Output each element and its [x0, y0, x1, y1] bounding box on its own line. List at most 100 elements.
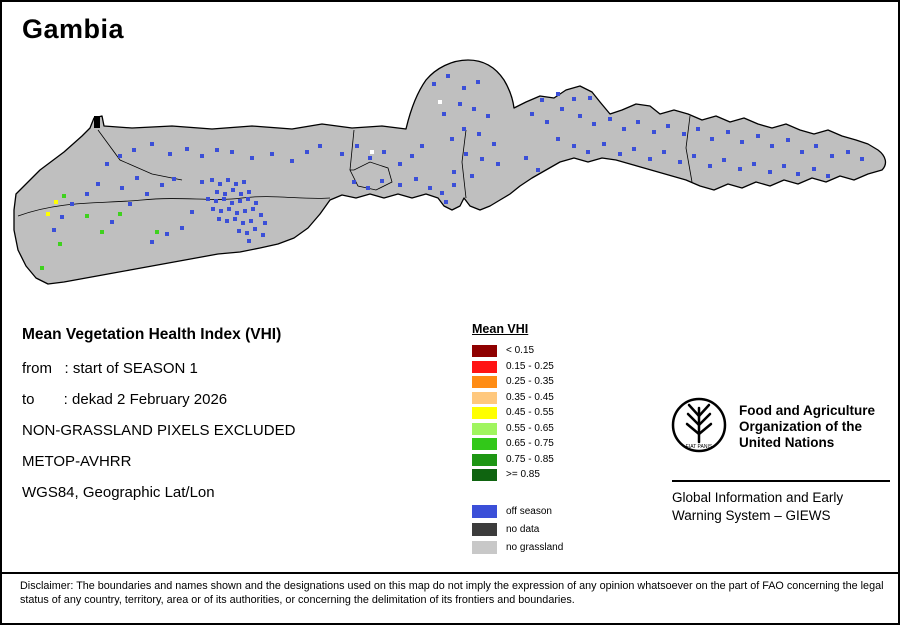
- vhi-pixel-blue: [96, 182, 100, 186]
- legend-vhi-list: < 0.15 0.15 - 0.25 0.25 - 0.35 0.35 - 0.45 0…: [472, 345, 563, 481]
- vhi-pixel-blue: [492, 142, 496, 146]
- vhi-pixel-blue: [215, 148, 219, 152]
- vhi-pixel-blue: [128, 202, 132, 206]
- vhi-pixel-blue: [410, 154, 414, 158]
- vhi-pixel-blue: [70, 202, 74, 206]
- vhi-pixel-yellow: [46, 212, 50, 216]
- vhi-pixel-blue: [135, 176, 139, 180]
- vhi-pixel-blue: [618, 152, 622, 156]
- vhi-pixel-blue: [586, 150, 590, 154]
- vhi-pixel-blue: [234, 182, 238, 186]
- map-mark: [94, 116, 100, 128]
- vhi-pixel-blue: [452, 183, 456, 187]
- vhi-pixel-blue: [556, 92, 560, 96]
- vhi-pixel-blue: [678, 160, 682, 164]
- vhi-pixel-blue: [219, 209, 223, 213]
- vhi-pixel-blue: [398, 162, 402, 166]
- vhi-pixel-blue: [458, 102, 462, 106]
- vhi-pixel-blue: [476, 80, 480, 84]
- legend-swatch: [472, 505, 497, 518]
- vhi-pixel-blue: [160, 183, 164, 187]
- vhi-pixel-blue: [524, 156, 528, 160]
- legend-label: 0.35 - 0.45: [506, 391, 554, 403]
- vhi-pixel-green: [155, 230, 159, 234]
- vhi-pixel-blue: [132, 148, 136, 152]
- legend-item: 0.65 - 0.75: [472, 438, 563, 450]
- legend-label: no data: [506, 523, 540, 535]
- vhi-pixel-blue: [223, 192, 227, 196]
- vhi-pixel-blue: [382, 150, 386, 154]
- fao-logo: FIAT PANIS: [671, 397, 727, 453]
- vhi-pixel-blue: [428, 186, 432, 190]
- legend: Mean VHI < 0.15 0.15 - 0.25 0.25 - 0.35 0.3…: [472, 322, 563, 559]
- vhi-pixel-blue: [740, 140, 744, 144]
- legend-swatch: [472, 407, 497, 419]
- vhi-pixel-blue: [242, 180, 246, 184]
- vhi-pixel-blue: [636, 120, 640, 124]
- legend-label: 0.45 - 0.55: [506, 407, 554, 418]
- vhi-pixel-blue: [572, 144, 576, 148]
- vhi-pixel-blue: [814, 144, 818, 148]
- info-line-to: to : dekad 2 February 2026: [22, 391, 228, 408]
- vhi-pixel-blue: [318, 144, 322, 148]
- legend-swatch: [472, 469, 497, 481]
- vhi-pixel-blue: [812, 167, 816, 171]
- vhi-pixel-blue: [150, 142, 154, 146]
- vhi-pixel-blue: [217, 217, 221, 221]
- legend-swatch: [472, 376, 497, 388]
- vhi-pixel-blue: [710, 137, 714, 141]
- map-info-block: Mean Vegetation Health Index (VHI) from …: [22, 326, 295, 515]
- vhi-pixel-blue: [486, 114, 490, 118]
- vhi-pixel-blue: [168, 152, 172, 156]
- vhi-pixel-blue: [830, 154, 834, 158]
- admin-boundaries: [17, 115, 693, 217]
- vhi-pixel-blue: [246, 197, 250, 201]
- legend-item: >= 0.85: [472, 469, 563, 481]
- legend-swatch: [472, 523, 497, 536]
- vhi-pixel-blue: [652, 130, 656, 134]
- vhi-pixel-blue: [355, 144, 359, 148]
- vhi-pixel-green: [40, 266, 44, 270]
- vhi-pixel-blue: [846, 150, 850, 154]
- vhi-pixel-blue: [241, 221, 245, 225]
- vhi-pixel-blue: [796, 172, 800, 176]
- legend-label: 0.75 - 0.85: [506, 453, 554, 465]
- legend-other-list: off season no data no grassland: [472, 505, 563, 554]
- vhi-pixel-white: [438, 100, 442, 104]
- vhi-pixel-blue: [185, 147, 189, 151]
- vhi-pixel-blue: [380, 179, 384, 183]
- vhi-pixel-blue: [462, 86, 466, 90]
- legend-item: no data: [472, 523, 563, 536]
- vhi-pixel-blue: [470, 174, 474, 178]
- vhi-pixel-blue: [572, 97, 576, 101]
- vhi-pixel-green: [118, 212, 122, 216]
- vhi-pixel-blue: [261, 233, 265, 237]
- vhi-pixel-blue: [366, 186, 370, 190]
- vhi-pixel-blue: [545, 120, 549, 124]
- vhi-pixel-blue: [249, 219, 253, 223]
- vhi-pixel-green: [85, 214, 89, 218]
- vhi-pixel-blue: [756, 134, 760, 138]
- legend-title: Mean VHI: [472, 322, 529, 336]
- gambia-map: [13, 59, 887, 285]
- vhi-pixel-blue: [230, 150, 234, 154]
- vhi-pixel-blue: [120, 186, 124, 190]
- vhi-pixel-blue: [860, 157, 864, 161]
- legend-swatch: [472, 438, 497, 450]
- vhi-pixel-green: [100, 230, 104, 234]
- vhi-pixel-blue: [602, 142, 606, 146]
- vhi-pixel-blue: [145, 192, 149, 196]
- legend-item: 0.45 - 0.55: [472, 407, 563, 419]
- legend-label: 0.15 - 0.25: [506, 360, 554, 372]
- vhi-pixel-blue: [218, 182, 222, 186]
- vhi-pixel-blue: [245, 231, 249, 235]
- vhi-pixel-blue: [480, 157, 484, 161]
- legend-label: no grassland: [506, 541, 564, 553]
- vhi-pixel-blue: [180, 226, 184, 230]
- vhi-pixel-blue: [238, 199, 242, 203]
- vhi-pixel-blue: [206, 197, 210, 201]
- legend-swatch: [472, 360, 497, 373]
- fao-divider: [672, 480, 890, 482]
- vhi-pixel-blue: [477, 132, 481, 136]
- vhi-pixel-blue: [800, 150, 804, 154]
